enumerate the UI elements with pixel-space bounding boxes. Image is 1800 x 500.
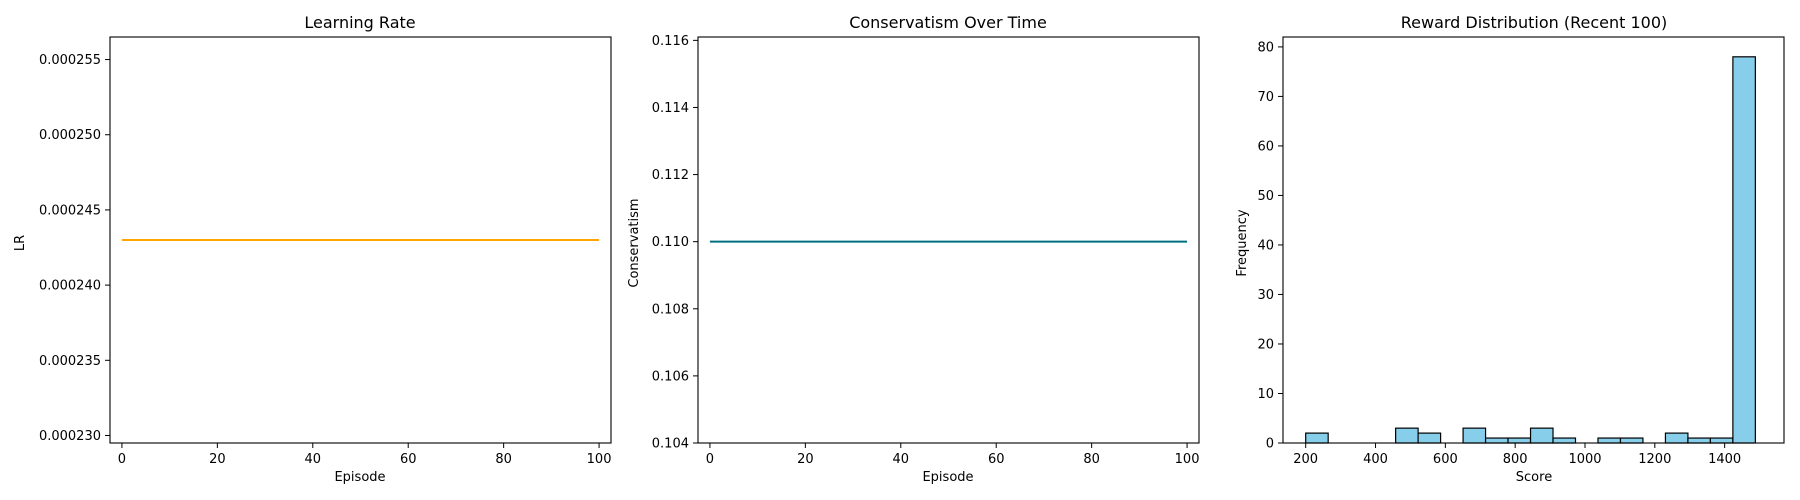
x-tick-label: 60	[988, 452, 1005, 467]
x-tick-label: 1200	[1638, 452, 1671, 467]
x-tick-label: 40	[305, 452, 322, 467]
plot-frame	[697, 36, 1200, 444]
histogram-bar	[1507, 437, 1532, 444]
y-tick-label: 50	[1257, 189, 1274, 204]
learning-rate-chart: Learning Rate Episode LR 0 20 40 60 80 100 0.0…	[13, 13, 612, 485]
histogram-bar	[1709, 437, 1734, 444]
x-tick-label: 600	[1433, 452, 1458, 467]
x-tick-label: 100	[1175, 452, 1200, 467]
y-tick-label: 0.000240	[39, 279, 101, 294]
y-tick-label: 0.114	[652, 101, 689, 116]
x-tick-label: 200	[1293, 452, 1318, 467]
x-tick-label: 400	[1363, 452, 1388, 467]
y-tick-label: 0.108	[652, 302, 689, 317]
x-tick-label: 80	[495, 452, 512, 467]
x-tick-label: 80	[1083, 452, 1100, 467]
plot-frame	[1282, 36, 1785, 444]
x-tick-label: 800	[1503, 452, 1528, 467]
y-tick-label: 0.000235	[39, 354, 101, 369]
y-axis-label: Conservatism	[627, 198, 642, 287]
y-tick-label: 70	[1257, 90, 1274, 105]
plot-frame	[109, 36, 612, 444]
y-tick-label: 0	[1266, 437, 1274, 452]
x-axis-label: Score	[1516, 470, 1552, 485]
histogram-bar	[1462, 427, 1487, 444]
y-tick-label: 0.112	[652, 168, 689, 183]
y-tick-label: 0.000250	[39, 128, 101, 143]
y-tick-label: 0.000245	[39, 203, 101, 218]
y-tick-label: 0.116	[652, 34, 689, 49]
y-tick-label: 10	[1257, 387, 1274, 402]
histogram-bar	[1597, 437, 1622, 444]
x-tick-label: 60	[400, 452, 417, 467]
histogram-bar	[1552, 437, 1577, 444]
x-axis-label: Episode	[922, 470, 973, 485]
histogram-bar	[1687, 437, 1712, 444]
histogram-bar	[1529, 427, 1554, 444]
y-tick-label: 0.106	[652, 369, 689, 384]
x-tick-label: 20	[209, 452, 226, 467]
histogram-bar	[1305, 432, 1329, 444]
x-tick-label: 100	[587, 452, 612, 467]
y-tick-label: 40	[1257, 238, 1274, 253]
reward-distribution-chart: Reward Distribution (Recent 100) Score F…	[1235, 13, 1785, 485]
y-axis-label: Frequency	[1235, 209, 1250, 276]
y-tick-label: 60	[1257, 139, 1274, 154]
x-tick-label: 20	[797, 452, 814, 467]
x-tick-label: 40	[893, 452, 910, 467]
histogram-bar	[1664, 432, 1689, 444]
y-tick-label: 0.104	[652, 437, 689, 452]
histogram-bar	[1395, 427, 1419, 444]
histogram-bar	[1484, 437, 1509, 444]
y-axis-label: LR	[13, 235, 28, 251]
histogram-bar	[1732, 56, 1756, 444]
y-tick-label: 30	[1257, 288, 1274, 303]
y-tick-label: 0.000255	[39, 53, 101, 68]
histogram-bar	[1417, 432, 1442, 444]
x-tick-label: 0	[706, 452, 714, 467]
histogram-bar	[1619, 437, 1644, 444]
x-axis-label: Episode	[334, 470, 385, 485]
x-tick-label: 1400	[1708, 452, 1741, 467]
y-tick-label: 0.110	[652, 235, 689, 250]
x-tick-label: 1000	[1568, 452, 1601, 467]
chart-title: Conservatism Over Time	[849, 13, 1047, 32]
x-tick-label: 0	[118, 452, 126, 467]
conservatism-chart: Conservatism Over Time Episode Conservat…	[627, 13, 1200, 485]
y-tick-label: 0.000230	[39, 429, 101, 444]
y-tick-label: 80	[1257, 40, 1274, 55]
chart-title: Learning Rate	[304, 13, 415, 32]
chart-title: Reward Distribution (Recent 100)	[1401, 13, 1668, 32]
y-tick-label: 20	[1257, 337, 1274, 352]
